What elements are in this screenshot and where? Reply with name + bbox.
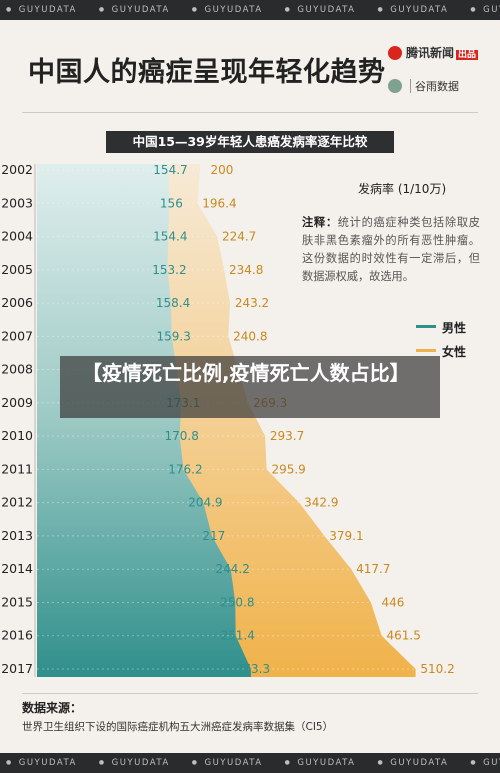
year-tick-label: 2017 (1, 661, 33, 676)
watermark-text: GUYUDATA (378, 753, 449, 773)
year-tick-label: 2010 (1, 428, 33, 443)
bottom-watermark-band: GUYUDATA GUYUDATA GUYUDATA GUYUDATA GUYUDATA… (0, 753, 500, 773)
male-value-label: 153.2 (152, 263, 186, 277)
year-tick-label: 2002 (1, 162, 33, 177)
male-value-label: 159.3 (157, 329, 191, 343)
female-value-label: 240.8 (233, 329, 267, 343)
male-value-label: 204.9 (188, 496, 222, 510)
female-value-label: 342.9 (304, 496, 338, 510)
female-value-label: 510.2 (420, 662, 454, 676)
female-value-label: 446 (381, 595, 404, 609)
year-tick-label: 2014 (1, 561, 33, 576)
watermark-text: GUYUDATA (378, 0, 449, 20)
watermark-text: GUYUDATA (285, 0, 356, 20)
female-value-label: 379.1 (329, 529, 363, 543)
female-value-label: 293.7 (270, 429, 304, 443)
year-tick-label: 2008 (1, 362, 33, 377)
male-value-label: 170.8 (164, 429, 198, 443)
female-value-label: 295.9 (271, 462, 305, 476)
male-value-label: 244.2 (216, 562, 250, 576)
legend-male: 男性 (416, 319, 466, 336)
unit-label: 发病率 (1/10万) (358, 182, 447, 196)
male-value-label: 154.7 (153, 163, 187, 177)
year-tick-label: 2012 (1, 495, 33, 510)
female-value-label: 224.7 (222, 230, 256, 244)
female-value-label: 234.8 (229, 263, 263, 277)
guyu-data-brand: 谷雨数据 (388, 78, 459, 94)
footer-divider (22, 693, 478, 694)
watermark-text: GUYUDATA (285, 753, 356, 773)
watermark-text: GUYUDATA (192, 753, 263, 773)
headline-overlay: 【疫情死亡比例,疫情死亡人数占比】 (60, 356, 440, 418)
male-value-label: 154.4 (153, 230, 187, 244)
male-value-label: 251.4 (221, 629, 255, 643)
female-value-label: 243.2 (235, 296, 269, 310)
main-title: 中国人的癌症呈现年轻化趋势 (28, 57, 386, 88)
male-value-label: 273.3 (236, 662, 270, 676)
male-value-label: 176.2 (168, 462, 202, 476)
year-tick-label: 2005 (1, 262, 33, 277)
female-value-label: 461.5 (387, 629, 421, 643)
watermark-text: GUYUDATA (6, 0, 77, 20)
year-tick-label: 2013 (1, 528, 33, 543)
year-tick-label: 2007 (1, 328, 33, 343)
watermark-text: GUYUDATA (6, 753, 77, 773)
source-text: 世界卫生组织下设的国际癌症机构五大洲癌症发病率数据集（CI5） (22, 721, 334, 733)
tencent-news-brand: 腾讯新闻 出品 (388, 44, 479, 61)
incidence-chart: 2002 154.7 200 2003 156 196.4 2004 154.4 224.7 20… (1, 162, 455, 677)
male-value-label: 250.8 (220, 595, 254, 609)
chart-subtitle: 中国15—39岁年轻人患癌发病率逐年比较 (106, 131, 394, 153)
watermark-text: GUYUDATA (192, 0, 263, 20)
source-title: 数据来源： (22, 701, 83, 715)
legend-female: 女性 (416, 343, 466, 360)
year-tick-label: 2003 (1, 195, 33, 210)
male-area (37, 164, 251, 677)
year-tick-label: 2004 (1, 229, 33, 244)
year-tick-label: 2016 (1, 628, 33, 643)
year-tick-label: 2015 (1, 594, 33, 609)
female-value-label: 196.4 (202, 196, 236, 210)
year-tick-label: 2006 (1, 295, 33, 310)
male-value-label: 156 (160, 196, 183, 210)
header-divider (22, 112, 478, 113)
year-tick-label: 2009 (1, 395, 33, 410)
watermark-text: GUYUDATA (470, 753, 500, 773)
female-value-label: 417.7 (356, 562, 390, 576)
male-value-label: 217 (202, 529, 225, 543)
tencent-logo-icon (388, 46, 402, 60)
top-watermark-band: GUYUDATA GUYUDATA GUYUDATA GUYUDATA GUYUDATA… (0, 0, 500, 20)
watermark-text: GUYUDATA (470, 0, 500, 20)
male-value-label: 158.4 (156, 296, 190, 310)
watermark-text: GUYUDATA (99, 0, 170, 20)
guyu-logo-icon (388, 79, 402, 93)
watermark-text: GUYUDATA (99, 753, 170, 773)
chart-note: 注释：统计的癌症种类包括除取皮肤非黑色素瘤外的所有恶性肿瘤。这份数据的时效性有一… (302, 216, 480, 283)
year-tick-label: 2011 (1, 461, 33, 476)
female-value-label: 200 (211, 163, 234, 177)
